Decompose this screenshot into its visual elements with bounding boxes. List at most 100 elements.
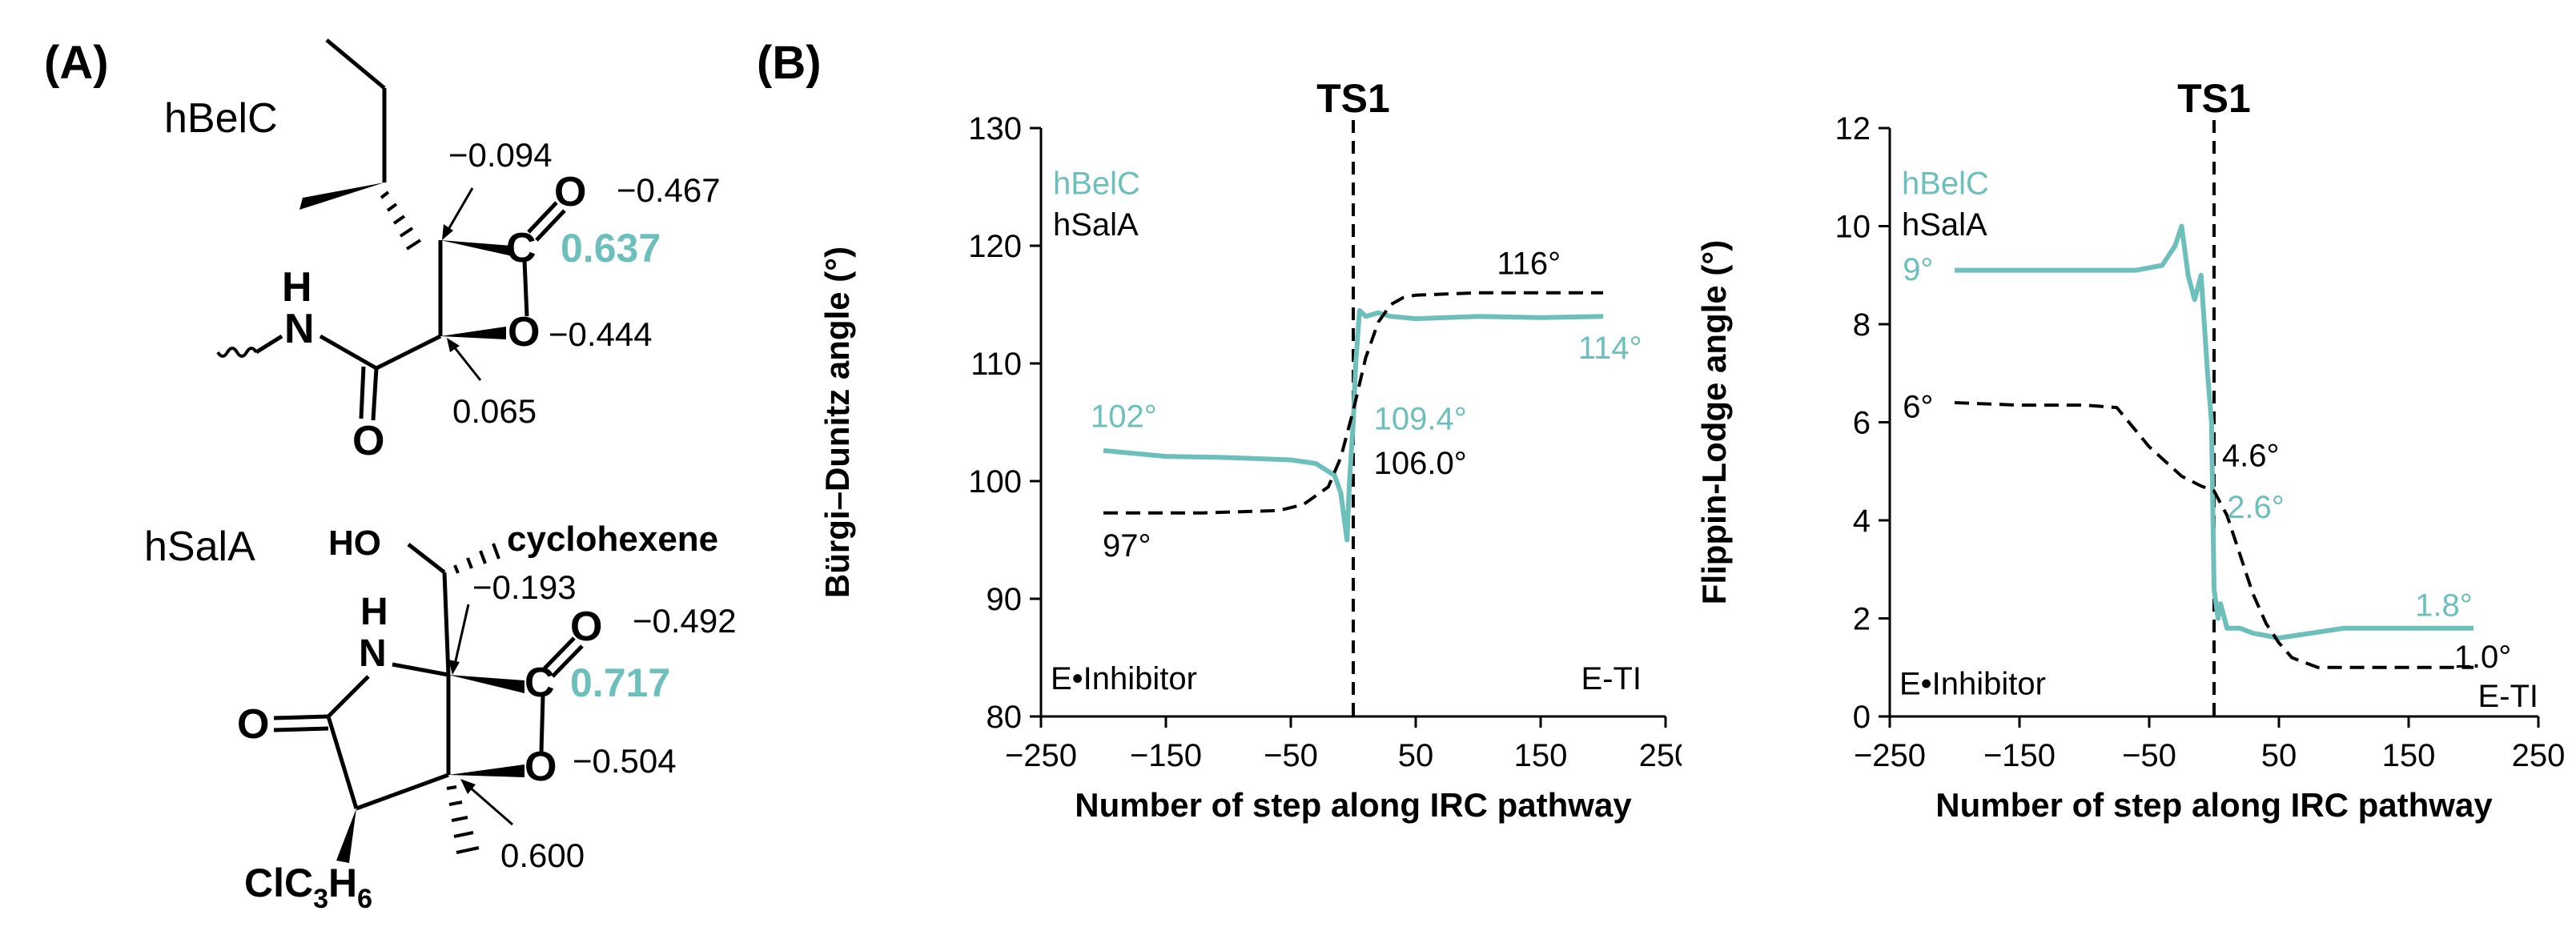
- arrow-head-icon: [460, 779, 476, 794]
- x-tick-label: 250: [1639, 738, 1682, 773]
- hsala-structure: hSalA HO cyclohexene O N H: [144, 520, 737, 914]
- hsala-charge-o-carbonyl: −0.492: [633, 602, 737, 640]
- bond-co-2: [551, 644, 584, 678]
- wedge-o-ring: [448, 764, 524, 777]
- y-tick-label: 110: [971, 347, 1022, 382]
- bond-n-carbonyl: [327, 675, 370, 718]
- atom-c: C: [506, 225, 536, 271]
- y-tick-label: 130: [968, 111, 1022, 146]
- x-tick-label: −50: [2122, 738, 2176, 773]
- arrow-alpha: [445, 187, 474, 233]
- bond-ho: [407, 543, 446, 574]
- bond-ring-n: [392, 662, 449, 677]
- hsala-charge-beta: 0.600: [500, 837, 585, 874]
- annotation-label: 116°: [1497, 246, 1561, 281]
- arrow-head-icon: [442, 224, 453, 240]
- annotation-label: 9°: [1903, 252, 1933, 287]
- bond-amide-o-1: [371, 367, 379, 421]
- hsala-name: hSalA: [144, 524, 255, 570]
- y-tick-label: 6: [1853, 406, 1871, 441]
- wedge-c-carbonyl: [448, 675, 524, 693]
- hbelc-charge-c-carbonyl: 0.637: [561, 226, 661, 271]
- atom-o-lactam: O: [237, 701, 269, 748]
- series-line-hsala: [1103, 291, 1603, 515]
- legend-hbelc: hBelC: [1902, 166, 1989, 201]
- wedge-chloropropyl: [336, 809, 356, 863]
- y-tick-label: 2: [1853, 602, 1871, 637]
- x-tick-label: 150: [2382, 738, 2436, 773]
- wedge-c-carbonyl: [440, 240, 512, 256]
- atom-o-ring: O: [524, 744, 557, 790]
- hash-bond-cyclohexene: [453, 543, 500, 574]
- y-tick-label: 80: [987, 700, 1023, 735]
- annotation-label: E-TI: [2478, 679, 2538, 714]
- atom-n: N: [284, 306, 315, 352]
- panel-a-structures: (A) hBelC C O O: [44, 37, 737, 914]
- hbelc-structure: hBelC C O O: [164, 38, 721, 464]
- x-tick-label: 50: [2261, 738, 2297, 773]
- atom-o-ring: O: [508, 309, 540, 355]
- legend-hsala: hSalA: [1053, 207, 1139, 243]
- annotation-label: 2.6°: [2227, 490, 2285, 525]
- chloro-prefix: ClC: [244, 861, 313, 905]
- x-axis-title: Number of step along IRC pathway: [1935, 786, 2493, 824]
- bond-co-1: [543, 636, 576, 670]
- y-tick-label: 0: [1853, 700, 1871, 735]
- x-tick-label: −150: [1130, 738, 1202, 773]
- y-tick-label: 12: [1835, 111, 1871, 146]
- hbelc-charge-o-ring: −0.444: [549, 315, 653, 353]
- panel-a-label: (A): [44, 37, 109, 89]
- bond-amide-n: [319, 334, 378, 371]
- y-axis-title: Bürgi–Dunitz angle (°): [818, 247, 856, 598]
- legend-hbelc: hBelC: [1053, 166, 1140, 201]
- annotation-label: 1.0°: [2454, 640, 2512, 675]
- atom-o-carbonyl: O: [554, 169, 586, 215]
- wedge-o-ring: [440, 327, 506, 339]
- bond-ethyl-1: [325, 38, 386, 90]
- atom-h: H: [360, 591, 388, 633]
- annotation-label: 97°: [1103, 528, 1151, 564]
- y-tick-label: 10: [1835, 210, 1871, 245]
- arrow-beta: [452, 345, 482, 381]
- atom-c: C: [524, 660, 555, 706]
- x-tick-label: 50: [1398, 738, 1434, 773]
- hbelc-charge-alpha: −0.094: [448, 136, 553, 174]
- hsala-substituent: cyclohexene: [507, 520, 718, 559]
- hsala-charge-alpha: −0.193: [472, 568, 577, 606]
- hbelc-name: hBelC: [164, 95, 278, 142]
- bond-ring-right: [522, 259, 529, 317]
- bond-lactone-right: [539, 696, 545, 753]
- legend-hsala: hSalA: [1902, 207, 1987, 243]
- x-tick-label: −150: [1983, 738, 2056, 773]
- y-tick-label: 120: [968, 229, 1022, 264]
- bond-lactam-o-1: [273, 714, 329, 720]
- annotation-label: 6°: [1903, 389, 1933, 424]
- x-tick-label: 150: [1514, 738, 1568, 773]
- chloro-sub1: 3: [313, 884, 328, 914]
- chloropropyl-label: ClC3H6: [244, 861, 372, 914]
- atom-n: N: [359, 632, 387, 675]
- x-tick-label: −250: [1854, 738, 1926, 773]
- hsala-charge-c-carbonyl: 0.717: [570, 660, 670, 705]
- series-line-hsala: [1954, 401, 2474, 669]
- arrow-head-icon: [447, 338, 460, 352]
- y-tick-label: 8: [1853, 307, 1871, 343]
- hsala-charge-o-ring: −0.504: [573, 742, 677, 780]
- x-tick-label: 250: [2512, 738, 2566, 773]
- burgi-dunitz-chart: 80 90 100 110 120 130 −250 −150 −50 50 150 250Numbe…: [818, 76, 1682, 824]
- annotation-label: E•Inhibitor: [1051, 661, 1197, 696]
- chloro-sub2: 6: [357, 884, 372, 914]
- y-tick-label: 90: [987, 582, 1023, 617]
- wavy-bond-icon: [216, 347, 258, 358]
- annotation-label: 114°: [1578, 331, 1642, 366]
- x-tick-label: −50: [1264, 738, 1318, 773]
- bond-ring-bottom-left: [326, 716, 359, 809]
- annotation-label: 109.4°: [1374, 401, 1467, 436]
- chart-title: TS1: [2177, 76, 2251, 121]
- annotation-label: 1.8°: [2415, 588, 2473, 623]
- hbelc-charge-beta: 0.065: [452, 392, 536, 430]
- annotation-label: 106.0°: [1374, 446, 1467, 481]
- bond-co-1: [527, 201, 558, 234]
- bond-side-chain: [442, 572, 451, 676]
